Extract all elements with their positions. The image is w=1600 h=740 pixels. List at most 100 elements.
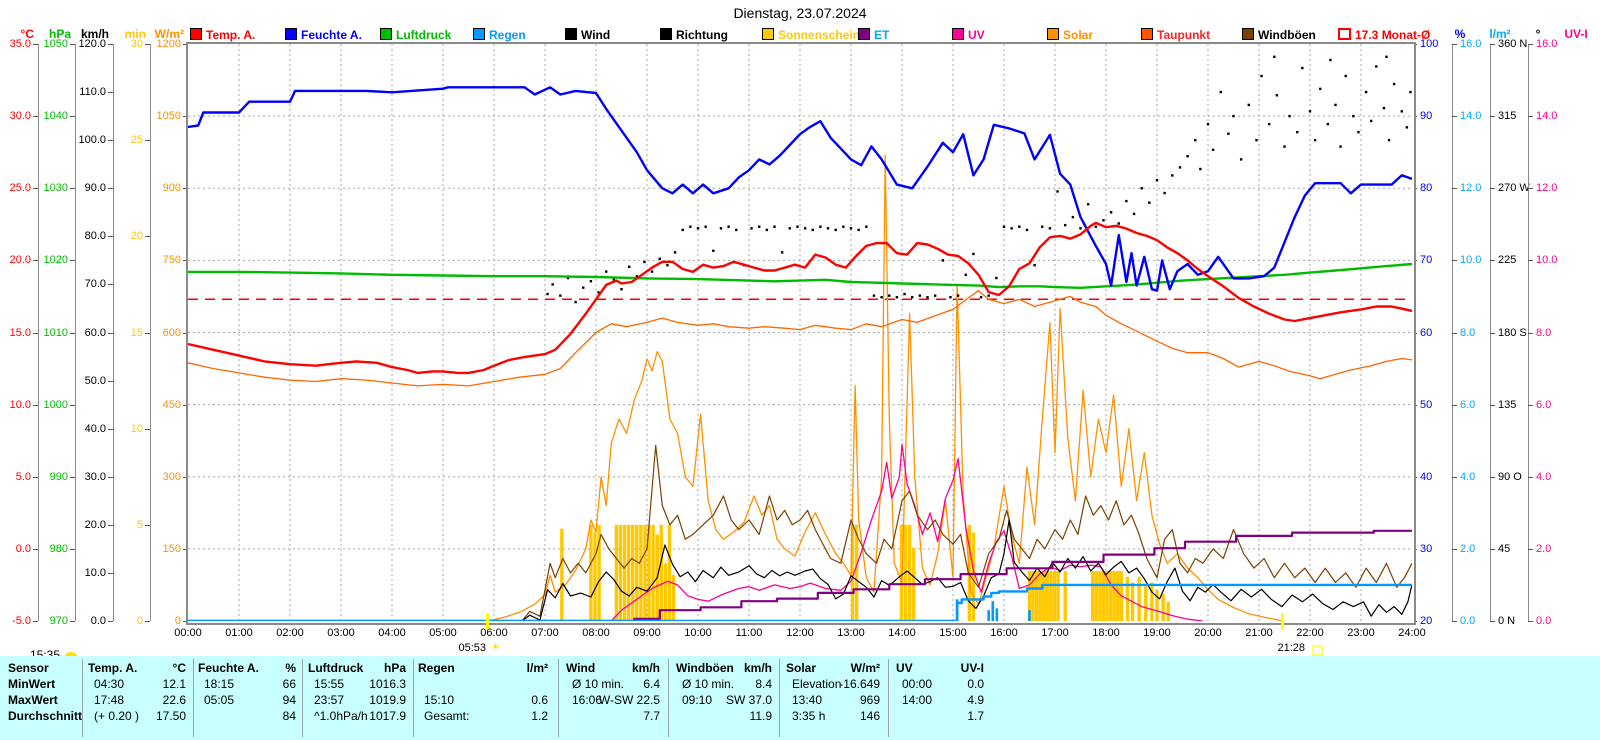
sunrise-tick <box>486 613 489 629</box>
legend-swatch-icon <box>190 28 202 40</box>
axis-tick <box>1452 188 1457 190</box>
axis-tick <box>33 621 38 622</box>
table-cell: Ø 10 min. <box>682 677 735 691</box>
axis-tick-label: 10.0 <box>1460 254 1482 267</box>
axis-unit-label: ° <box>1535 27 1541 41</box>
legend-label: Temp. A. <box>206 28 256 42</box>
axis-tick-label: 0.0 <box>90 615 106 627</box>
axis-tick-label: 90.0 <box>84 182 106 195</box>
table-row-label: MinWert <box>8 677 56 691</box>
axis-tick-label: 270 W <box>1498 182 1530 195</box>
axis-tick-label: 70 <box>1420 254 1433 267</box>
legend-label: 17.3 Monat-Ø <box>1355 28 1431 42</box>
series-richtung <box>546 55 1412 304</box>
legend-item-solar: Solar <box>1047 28 1093 42</box>
table-cell: 1.2 <box>531 709 548 723</box>
axis-spine <box>75 44 76 621</box>
axis-tick <box>33 116 38 118</box>
table-cell: 00:00 <box>902 677 933 691</box>
x-axis-label: 13:00 <box>837 627 865 639</box>
table-cell: 05:05 <box>204 693 235 707</box>
legend-item-luftdruck: Luftdruck <box>380 28 451 42</box>
table-separator <box>888 659 889 737</box>
table-cell: 0.0 <box>967 677 984 691</box>
axis-tick-label: 14.0 <box>1536 110 1558 123</box>
x-axis-label: 14:00 <box>888 627 916 639</box>
plot-frame <box>186 42 1416 625</box>
axis-tick-label: 10 <box>130 422 143 435</box>
axis-tick-label: 30 <box>130 38 143 50</box>
series-taupunkt <box>188 290 1412 387</box>
x-axis-label: 00:00 <box>174 627 202 639</box>
axis-tick-label: 16.0 <box>1460 38 1482 50</box>
axis-tick <box>33 188 38 190</box>
x-axis-label: 12:00 <box>786 627 814 639</box>
axis-tick-label: 20.0 <box>84 518 106 531</box>
sunrise-time: 05:53 <box>458 642 486 654</box>
table-cell: 94 <box>282 693 296 707</box>
axis-tick <box>70 621 75 622</box>
axis-tick-label: 1010 <box>43 326 68 339</box>
table-cell: -16.649 <box>839 677 880 691</box>
axis-tick-label: 45 <box>1498 542 1511 555</box>
table-cell: SW 37.0 <box>725 693 772 707</box>
axis-tick <box>108 188 113 190</box>
series-temp-a- <box>188 221 1412 375</box>
x-axis-label: 22:00 <box>1296 627 1324 639</box>
series-et <box>188 529 1412 621</box>
series-solar <box>487 154 1284 621</box>
table-cell: Gesamt: <box>424 709 470 723</box>
table-cell: Elevation <box>792 677 842 691</box>
axis-tick <box>1452 476 1457 478</box>
table-cell: 16:06 <box>572 693 603 707</box>
table-column-unit: UV-I <box>960 661 984 675</box>
axis-tick-label: 60 <box>1420 326 1433 339</box>
axis-tick <box>1528 260 1533 262</box>
axis-tick <box>1528 621 1533 622</box>
table-separator <box>668 659 669 737</box>
axis-tick <box>33 476 38 478</box>
axis-tick-label: 2.0 <box>1536 542 1552 555</box>
axis-tick-label: 8.0 <box>1536 326 1552 339</box>
legend-label: UV <box>968 28 985 42</box>
table-column-name: UV <box>896 661 913 675</box>
table-row-label: MaxWert <box>8 693 58 707</box>
axis-tick <box>70 188 75 190</box>
legend-item-taupunkt: Taupunkt <box>1141 28 1210 42</box>
axis-tick <box>108 140 113 142</box>
axis-tick <box>1452 116 1457 118</box>
axis-tick <box>108 524 113 526</box>
legend-label: Wind <box>581 28 611 42</box>
axis-tick-label: 8.0 <box>1460 326 1476 339</box>
legend-item-richtung: Richtung <box>660 28 728 42</box>
axis-tick <box>183 116 188 118</box>
axis-tick <box>33 548 38 550</box>
axis-unit-label: W/m² <box>154 27 184 41</box>
table-cell: 14:00 <box>902 693 933 707</box>
axis-tick-label: 80 <box>1420 182 1433 195</box>
table-column-name: Temp. A. <box>88 661 138 675</box>
axis-tick <box>183 621 188 622</box>
table-separator <box>193 659 194 737</box>
axis-tick <box>108 476 113 478</box>
sunset-time: 21:28 <box>1277 642 1305 654</box>
axis-tick <box>108 236 113 238</box>
table-cell: 22.6 <box>162 693 186 707</box>
legend-swatch-icon <box>565 28 577 40</box>
table-separator <box>302 659 303 737</box>
axis-spine <box>38 44 39 621</box>
legend-item-17-3-monat-: 17.3 Monat-Ø <box>1338 28 1430 42</box>
series-uv <box>188 443 1203 621</box>
table-column-unit: km/h <box>743 661 772 675</box>
table-cell: 1019.9 <box>369 693 406 707</box>
table-column-name: Luftdruck <box>308 661 364 675</box>
axis-tick <box>183 188 188 190</box>
axis-tick-label: 60.0 <box>84 326 106 339</box>
legend-swatch-icon <box>380 28 392 40</box>
axis-unit-label: min <box>124 27 146 41</box>
table-column-unit: W/m² <box>850 661 880 675</box>
table-cell: 8.4 <box>755 677 772 691</box>
axis-tick <box>70 260 75 262</box>
axis-tick-label: 110.0 <box>79 86 106 99</box>
axis-tick-label: 980 <box>49 542 68 555</box>
